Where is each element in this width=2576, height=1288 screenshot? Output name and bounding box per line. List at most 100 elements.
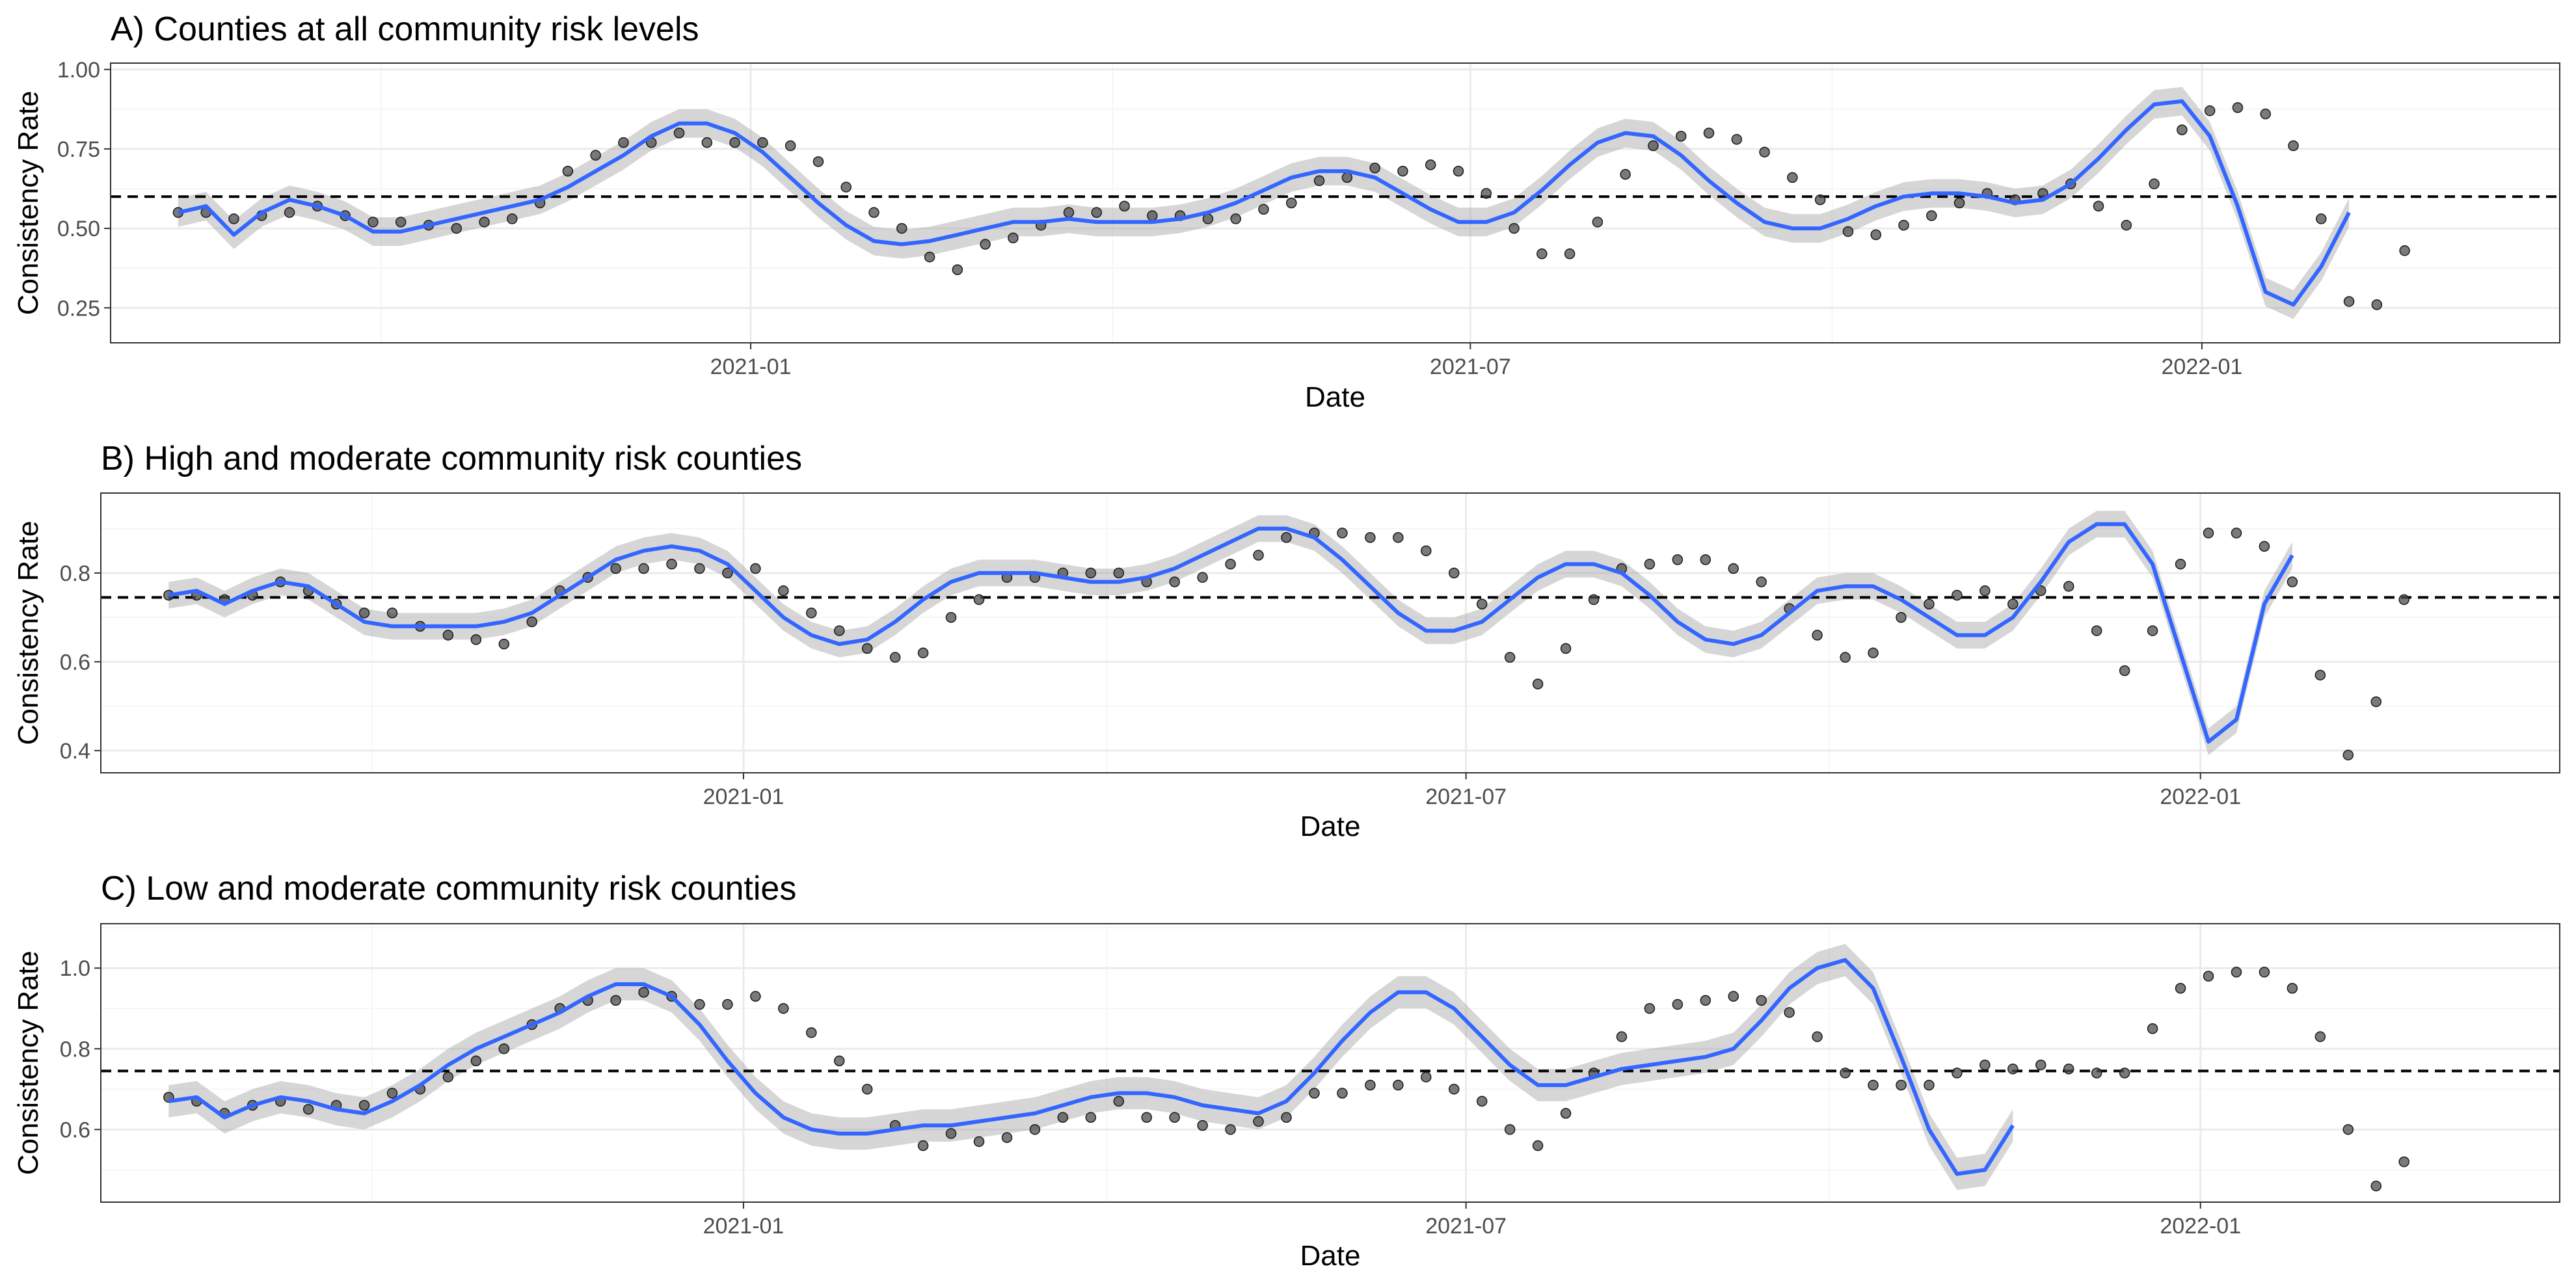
- y-tick-label: 1.0: [60, 956, 90, 981]
- y-axis-label: Consistency Rate: [12, 521, 44, 745]
- data-point: [1868, 1079, 1879, 1091]
- data-point: [1448, 567, 1460, 579]
- data-point: [980, 239, 991, 250]
- data-point: [1784, 1007, 1795, 1018]
- data-point: [386, 1088, 398, 1099]
- data-point: [2147, 1023, 2158, 1034]
- data-point: [1481, 188, 1492, 199]
- data-point: [729, 137, 740, 148]
- data-point: [833, 625, 845, 636]
- data-point: [2119, 1067, 2130, 1079]
- data-point: [2204, 105, 2216, 116]
- y-tick-label: 0.50: [57, 217, 100, 241]
- data-point: [358, 608, 370, 619]
- data-point: [1008, 232, 1019, 243]
- data-point: [1728, 991, 1739, 1002]
- data-point: [1281, 532, 1292, 543]
- data-point: [302, 1104, 314, 1115]
- panel-border: [110, 62, 2560, 343]
- data-point: [2260, 108, 2271, 120]
- data-point: [1365, 1079, 1376, 1091]
- data-point: [722, 567, 733, 579]
- data-point: [2259, 967, 2270, 978]
- panel-border: [100, 492, 2560, 773]
- data-point: [1953, 197, 1965, 209]
- data-point: [1309, 1088, 1320, 1099]
- data-point: [470, 634, 482, 645]
- data-point: [2398, 594, 2409, 606]
- data-point: [1448, 1084, 1460, 1095]
- data-point: [1057, 1112, 1069, 1123]
- data-point: [1509, 222, 1520, 234]
- data-point: [666, 558, 677, 570]
- data-point: [2149, 178, 2160, 189]
- data-point: [2007, 598, 2019, 610]
- data-point: [952, 264, 963, 275]
- data-point: [2288, 140, 2299, 152]
- data-point: [1787, 172, 1798, 183]
- x-tick-label: 2021-01: [703, 785, 785, 809]
- data-point: [868, 207, 879, 218]
- data-point: [638, 563, 649, 574]
- smooth-line: [168, 522, 2294, 744]
- y-axis-label: Consistency Rate: [12, 91, 44, 315]
- data-point: [1979, 585, 1991, 597]
- data-point: [1868, 647, 1879, 658]
- panel-title: B) High and moderate community risk coun…: [101, 440, 802, 477]
- data-point: [2231, 528, 2242, 539]
- data-point: [2063, 1064, 2074, 1075]
- data-point: [2370, 1180, 2381, 1192]
- data-point: [1225, 1124, 1236, 1135]
- data-point: [2121, 219, 2132, 231]
- data-point: [924, 251, 935, 263]
- data-point: [1672, 999, 1684, 1010]
- data-point: [1029, 1124, 1041, 1135]
- data-point: [590, 150, 601, 161]
- data-point: [451, 222, 462, 234]
- x-tick-label: 2021-01: [710, 355, 792, 379]
- data-point: [694, 999, 705, 1010]
- data-point: [2147, 625, 2158, 636]
- data-point: [1672, 554, 1684, 565]
- panel-title: A) Counties at all community risk levels: [111, 10, 699, 48]
- data-point: [498, 1043, 510, 1054]
- data-point: [1397, 165, 1408, 177]
- data-point: [1644, 558, 1656, 570]
- data-point: [806, 608, 817, 619]
- data-point: [945, 611, 957, 623]
- y-tick-label: 0.6: [60, 1118, 90, 1142]
- data-point: [1644, 1003, 1656, 1014]
- data-point: [2035, 1059, 2046, 1071]
- data-point: [1620, 168, 1631, 180]
- x-tick-label: 2021-07: [1425, 1214, 1507, 1239]
- x-tick-label: 2021-07: [1430, 355, 1511, 379]
- data-point: [1085, 567, 1097, 579]
- data-point: [1169, 1112, 1180, 1123]
- data-point: [2175, 982, 2186, 994]
- data-point: [1001, 1132, 1013, 1144]
- data-point: [1756, 995, 1767, 1006]
- data-point: [1253, 550, 1264, 561]
- data-point: [2314, 1031, 2326, 1042]
- data-point: [945, 1128, 957, 1139]
- data-point: [833, 1055, 845, 1067]
- data-point: [1616, 1031, 1628, 1042]
- data-point: [2370, 696, 2381, 708]
- data-point: [1425, 159, 1436, 170]
- data-point: [1924, 598, 1935, 610]
- data-point: [442, 1071, 454, 1082]
- y-tick-label: 0.75: [57, 137, 100, 162]
- data-point: [2203, 528, 2214, 539]
- data-point: [618, 137, 629, 148]
- data-point: [638, 987, 649, 998]
- data-point: [1393, 1079, 1404, 1091]
- data-point: [284, 207, 295, 218]
- data-point: [2232, 102, 2244, 113]
- data-point: [1896, 1079, 1907, 1091]
- data-point: [1979, 1059, 1991, 1071]
- data-point: [1202, 213, 1214, 224]
- data-point: [2063, 581, 2074, 592]
- data-point: [1812, 1031, 1823, 1042]
- data-point: [1952, 589, 1963, 601]
